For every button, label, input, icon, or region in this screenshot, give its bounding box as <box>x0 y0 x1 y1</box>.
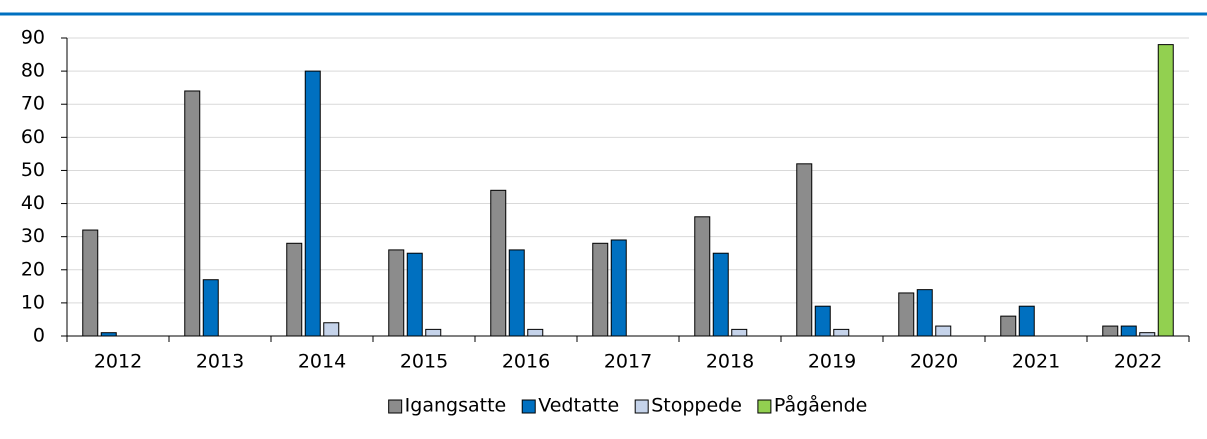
x-tick-label: 2021 <box>1012 351 1060 373</box>
bar <box>202 279 219 337</box>
bar <box>1157 44 1174 337</box>
x-tick-label: 2019 <box>808 351 856 373</box>
bar <box>610 239 627 337</box>
bar <box>1000 315 1017 337</box>
y-tick-label: 10 <box>21 291 45 313</box>
legend-swatch <box>388 399 403 414</box>
bar <box>712 252 729 337</box>
bar <box>490 189 507 337</box>
legend-label: Igangsatte <box>405 395 507 417</box>
bar <box>916 289 933 337</box>
bar <box>527 328 544 337</box>
bar <box>814 305 831 337</box>
x-tick-label: 2012 <box>94 351 142 373</box>
bar <box>592 242 609 337</box>
bar <box>82 229 99 337</box>
x-tick-label: 2022 <box>1114 351 1162 373</box>
x-tick-label: 2020 <box>910 351 958 373</box>
bar <box>304 70 321 337</box>
y-tick-label: 40 <box>21 192 45 214</box>
bar <box>323 322 340 337</box>
x-tick-label: 2013 <box>196 351 244 373</box>
bar <box>731 328 748 337</box>
legend-swatch <box>521 399 536 414</box>
legend-swatch <box>634 399 649 414</box>
y-tick-label: 20 <box>21 258 45 280</box>
legend-label: Pågående <box>774 394 867 417</box>
bar <box>1018 305 1035 337</box>
y-tick-label: 80 <box>21 60 45 82</box>
bar <box>694 216 711 337</box>
bar <box>508 249 525 337</box>
bar <box>388 249 405 337</box>
y-tick-label: 30 <box>21 225 45 247</box>
legend-label: Vedtatte <box>538 395 619 417</box>
x-tick-label: 2016 <box>502 351 550 373</box>
y-tick-label: 60 <box>21 126 45 148</box>
y-tick-label: 50 <box>21 159 45 181</box>
bar <box>406 252 423 337</box>
bar <box>796 163 813 337</box>
x-tick-label: 2018 <box>706 351 754 373</box>
x-tick-label: 2017 <box>604 351 652 373</box>
x-tick-label: 2014 <box>298 351 346 373</box>
y-tick-label: 70 <box>21 93 45 115</box>
bar <box>1102 325 1119 337</box>
x-tick-label: 2015 <box>400 351 448 373</box>
bar <box>184 90 201 337</box>
bar <box>898 292 915 337</box>
y-tick-label: 90 <box>21 27 45 49</box>
bar <box>935 325 952 337</box>
bar <box>1120 325 1137 337</box>
y-tick-label: 0 <box>33 325 45 347</box>
bar <box>833 328 850 337</box>
bar <box>425 328 442 337</box>
bar <box>286 242 303 337</box>
legend-swatch <box>757 399 772 414</box>
legend-label: Stoppede <box>651 395 742 417</box>
